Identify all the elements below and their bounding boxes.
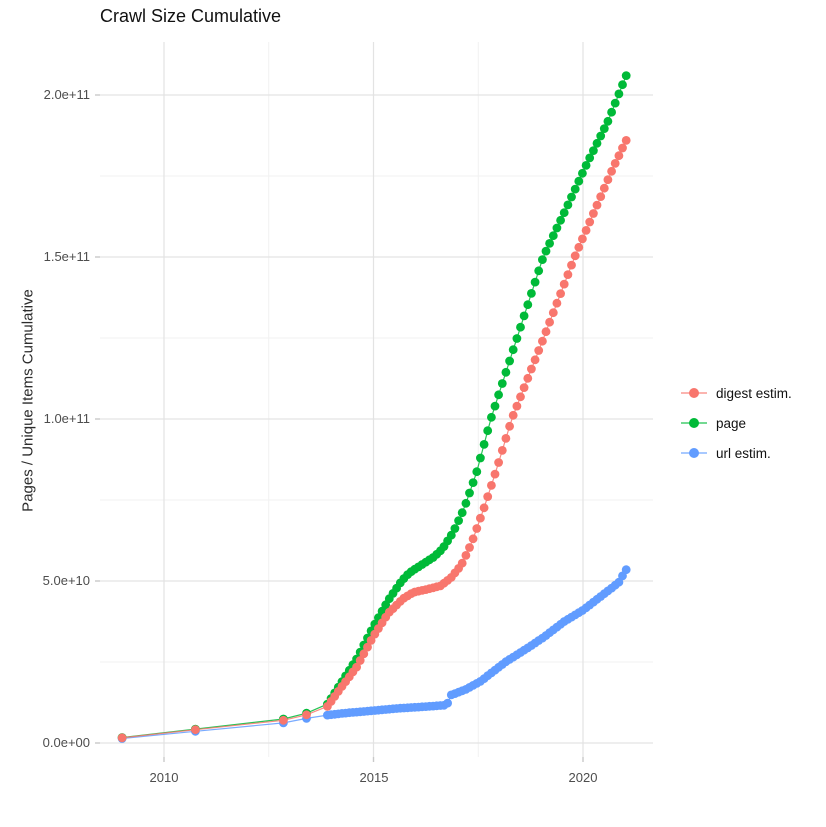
y-tick-label: 0.0e+00 bbox=[42, 735, 90, 750]
x-tick-label: 2010 bbox=[149, 770, 179, 785]
legend: digest estim. page url estim. bbox=[681, 378, 792, 468]
series-url-estim bbox=[117, 565, 631, 743]
axis-tick-marks bbox=[95, 94, 584, 762]
chart-title: Crawl Size Cumulative bbox=[100, 6, 282, 26]
legend-key-icon bbox=[681, 417, 707, 429]
x-tick-label: 2020 bbox=[568, 770, 598, 785]
y-tick-label: 2.0e+11 bbox=[43, 87, 90, 102]
legend-label: digest estim. bbox=[716, 385, 792, 401]
legend-key-icon bbox=[681, 447, 707, 459]
legend-label: page bbox=[716, 415, 747, 431]
x-tick-label: 2015 bbox=[359, 770, 389, 785]
series-digest-estim bbox=[117, 136, 631, 743]
y-tick-label: 1.5e+11 bbox=[43, 249, 90, 264]
legend-item-url-estim: url estim. bbox=[681, 438, 792, 468]
y-axis-title: Pages / Unique Items Cumulative bbox=[19, 289, 37, 512]
legend-label: url estim. bbox=[716, 445, 771, 461]
grid-major bbox=[100, 42, 653, 757]
legend-item-page: page bbox=[681, 408, 792, 438]
y-tick-label: 5.0e+10 bbox=[42, 573, 90, 588]
y-tick-label: 1.0e+11 bbox=[43, 411, 90, 426]
legend-key-icon bbox=[681, 387, 707, 399]
legend-item-digest-estim: digest estim. bbox=[681, 378, 792, 408]
series-page bbox=[117, 71, 631, 742]
grid-minor bbox=[100, 42, 653, 757]
